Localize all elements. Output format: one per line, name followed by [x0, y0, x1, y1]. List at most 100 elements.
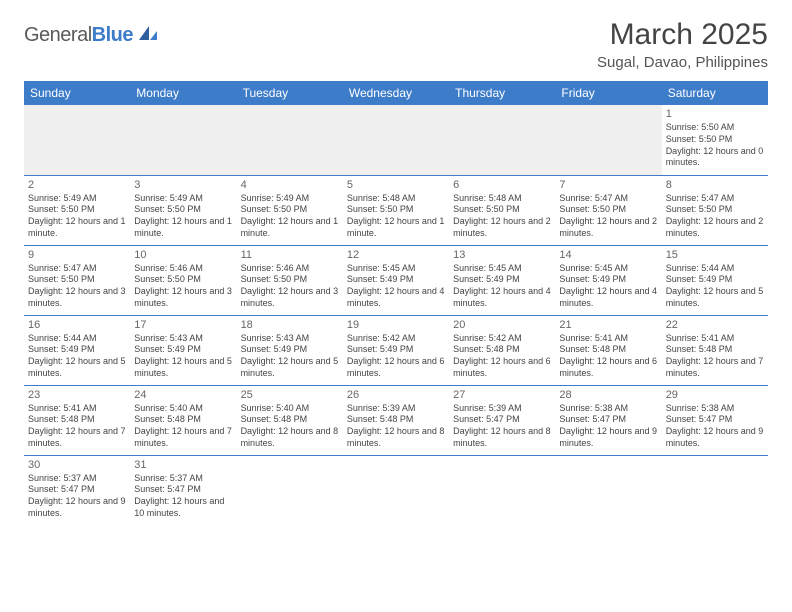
day-number: 5 [347, 178, 445, 192]
sunrise-line: Sunrise: 5:47 AM [28, 263, 126, 275]
sunset-line: Sunset: 5:50 PM [347, 204, 445, 216]
day-number: 25 [241, 388, 339, 402]
sunset-line: Sunset: 5:50 PM [666, 204, 764, 216]
daylight-line: Daylight: 12 hours and 1 minute. [28, 216, 126, 239]
month-title: March 2025 [597, 18, 768, 52]
daylight-line: Daylight: 12 hours and 7 minutes. [666, 356, 764, 379]
col-saturday: Saturday [662, 81, 768, 105]
day-cell: 31Sunrise: 5:37 AMSunset: 5:47 PMDayligh… [130, 455, 236, 525]
day-cell: 7Sunrise: 5:47 AMSunset: 5:50 PMDaylight… [555, 175, 661, 245]
daylight-line: Daylight: 12 hours and 2 minutes. [453, 216, 551, 239]
day-cell: 21Sunrise: 5:41 AMSunset: 5:48 PMDayligh… [555, 315, 661, 385]
day-cell: 12Sunrise: 5:45 AMSunset: 5:49 PMDayligh… [343, 245, 449, 315]
col-tuesday: Tuesday [237, 81, 343, 105]
daylight-line: Daylight: 12 hours and 6 minutes. [559, 356, 657, 379]
daylight-line: Daylight: 12 hours and 2 minutes. [559, 216, 657, 239]
daylight-line: Daylight: 12 hours and 9 minutes. [28, 496, 126, 519]
col-friday: Friday [555, 81, 661, 105]
sunset-line: Sunset: 5:50 PM [134, 274, 232, 286]
day-cell: 8Sunrise: 5:47 AMSunset: 5:50 PMDaylight… [662, 175, 768, 245]
day-number: 31 [134, 458, 232, 472]
daylight-line: Daylight: 12 hours and 5 minutes. [134, 356, 232, 379]
daylight-line: Daylight: 12 hours and 7 minutes. [134, 426, 232, 449]
day-number: 8 [666, 178, 764, 192]
day-cell: 29Sunrise: 5:38 AMSunset: 5:47 PMDayligh… [662, 385, 768, 455]
daylight-line: Daylight: 12 hours and 1 minute. [347, 216, 445, 239]
logo-blue: Blue [92, 24, 133, 46]
day-number: 10 [134, 248, 232, 262]
sunrise-line: Sunrise: 5:37 AM [28, 473, 126, 485]
header-row: Sunday Monday Tuesday Wednesday Thursday… [24, 81, 768, 105]
sunset-line: Sunset: 5:48 PM [134, 414, 232, 426]
daylight-line: Daylight: 12 hours and 8 minutes. [347, 426, 445, 449]
day-number: 30 [28, 458, 126, 472]
daylight-line: Daylight: 12 hours and 3 minutes. [241, 286, 339, 309]
week-row: 9Sunrise: 5:47 AMSunset: 5:50 PMDaylight… [24, 245, 768, 315]
day-cell: 19Sunrise: 5:42 AMSunset: 5:49 PMDayligh… [343, 315, 449, 385]
daylight-line: Daylight: 12 hours and 4 minutes. [347, 286, 445, 309]
day-cell: 25Sunrise: 5:40 AMSunset: 5:48 PMDayligh… [237, 385, 343, 455]
sunset-line: Sunset: 5:47 PM [28, 484, 126, 496]
day-number: 28 [559, 388, 657, 402]
week-row: 23Sunrise: 5:41 AMSunset: 5:48 PMDayligh… [24, 385, 768, 455]
day-cell: 28Sunrise: 5:38 AMSunset: 5:47 PMDayligh… [555, 385, 661, 455]
sunrise-line: Sunrise: 5:44 AM [28, 333, 126, 345]
sunset-line: Sunset: 5:50 PM [28, 274, 126, 286]
day-cell: 24Sunrise: 5:40 AMSunset: 5:48 PMDayligh… [130, 385, 236, 455]
week-row: 16Sunrise: 5:44 AMSunset: 5:49 PMDayligh… [24, 315, 768, 385]
day-number: 22 [666, 318, 764, 332]
sunset-line: Sunset: 5:48 PM [453, 344, 551, 356]
sunset-line: Sunset: 5:49 PM [347, 344, 445, 356]
daylight-line: Daylight: 12 hours and 5 minutes. [28, 356, 126, 379]
sunset-line: Sunset: 5:49 PM [28, 344, 126, 356]
daylight-line: Daylight: 12 hours and 3 minutes. [28, 286, 126, 309]
sunset-line: Sunset: 5:47 PM [559, 414, 657, 426]
col-wednesday: Wednesday [343, 81, 449, 105]
title-block: March 2025 Sugal, Davao, Philippines [597, 18, 768, 71]
day-cell: 3Sunrise: 5:49 AMSunset: 5:50 PMDaylight… [130, 175, 236, 245]
day-number: 6 [453, 178, 551, 192]
daylight-line: Daylight: 12 hours and 10 minutes. [134, 496, 232, 519]
daylight-line: Daylight: 12 hours and 7 minutes. [28, 426, 126, 449]
day-cell [662, 455, 768, 525]
day-cell [555, 105, 661, 175]
col-monday: Monday [130, 81, 236, 105]
day-cell: 30Sunrise: 5:37 AMSunset: 5:47 PMDayligh… [24, 455, 130, 525]
daylight-line: Daylight: 12 hours and 3 minutes. [134, 286, 232, 309]
sunrise-line: Sunrise: 5:38 AM [559, 403, 657, 415]
daylight-line: Daylight: 12 hours and 9 minutes. [559, 426, 657, 449]
sunset-line: Sunset: 5:50 PM [134, 204, 232, 216]
day-cell: 14Sunrise: 5:45 AMSunset: 5:49 PMDayligh… [555, 245, 661, 315]
day-cell: 4Sunrise: 5:49 AMSunset: 5:50 PMDaylight… [237, 175, 343, 245]
day-cell [449, 105, 555, 175]
day-cell [24, 105, 130, 175]
logo-text: GeneralBlue [24, 24, 133, 47]
sunrise-line: Sunrise: 5:41 AM [666, 333, 764, 345]
sunset-line: Sunset: 5:49 PM [453, 274, 551, 286]
day-number: 9 [28, 248, 126, 262]
sunset-line: Sunset: 5:50 PM [241, 204, 339, 216]
sunrise-line: Sunrise: 5:49 AM [241, 193, 339, 205]
day-cell: 20Sunrise: 5:42 AMSunset: 5:48 PMDayligh… [449, 315, 555, 385]
day-cell [343, 105, 449, 175]
col-sunday: Sunday [24, 81, 130, 105]
day-cell [555, 455, 661, 525]
day-number: 16 [28, 318, 126, 332]
day-cell: 5Sunrise: 5:48 AMSunset: 5:50 PMDaylight… [343, 175, 449, 245]
sunset-line: Sunset: 5:47 PM [666, 414, 764, 426]
day-number: 29 [666, 388, 764, 402]
day-number: 18 [241, 318, 339, 332]
sunset-line: Sunset: 5:50 PM [453, 204, 551, 216]
day-cell: 26Sunrise: 5:39 AMSunset: 5:48 PMDayligh… [343, 385, 449, 455]
day-cell [343, 455, 449, 525]
sunset-line: Sunset: 5:50 PM [559, 204, 657, 216]
logo: GeneralBlue [24, 24, 159, 47]
day-cell: 6Sunrise: 5:48 AMSunset: 5:50 PMDaylight… [449, 175, 555, 245]
sunset-line: Sunset: 5:49 PM [241, 344, 339, 356]
sunrise-line: Sunrise: 5:43 AM [241, 333, 339, 345]
sunrise-line: Sunrise: 5:41 AM [28, 403, 126, 415]
day-number: 24 [134, 388, 232, 402]
sunrise-line: Sunrise: 5:39 AM [347, 403, 445, 415]
sunrise-line: Sunrise: 5:37 AM [134, 473, 232, 485]
daylight-line: Daylight: 12 hours and 8 minutes. [241, 426, 339, 449]
